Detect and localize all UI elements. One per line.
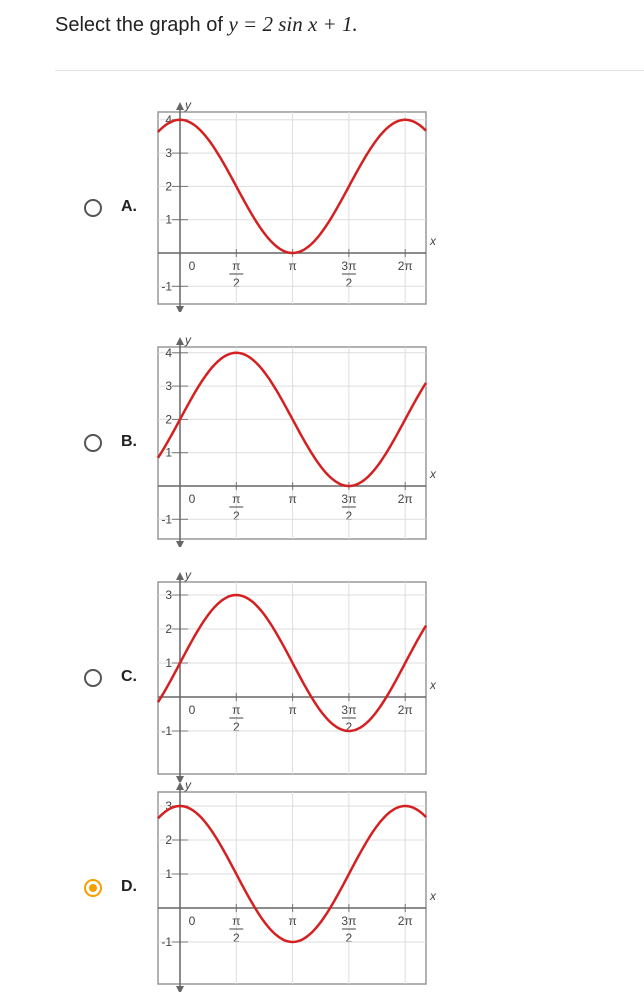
x-tick-label: 2π [398,492,413,506]
answer-option[interactable]: A. 0 π 2 π 3π 2 2π 4 3 2 1 -1 y x [0,102,644,312]
x-tick-label: 0 [189,703,196,717]
x-tick-label-num: 3π [341,259,356,273]
axis-label-x: x [429,234,437,248]
y-tick-label: -1 [161,724,172,738]
y-tick-label: 4 [165,346,172,360]
option-letter: D. [121,878,137,895]
y-tick-label: 2 [165,179,172,193]
curve [157,118,427,255]
x-tick-label: 0 [189,259,196,273]
option-letter: B. [121,433,137,450]
arrow [176,986,184,992]
axis-label-x: x [429,467,437,481]
plot-frame [157,581,427,775]
question: Select the graph of y = 2 sin x + 1. [55,12,358,37]
y-tick-label: -1 [161,279,172,293]
x-tick-label-num: π [232,703,240,717]
y-tick-label: 3 [165,146,172,160]
axis-label-y: y [184,782,192,792]
curve [157,804,427,944]
x-tick-label: π [288,259,296,273]
x-tick-label-den: 2 [233,931,240,945]
x-tick-label: π [288,492,296,506]
x-tick-label: 0 [189,914,196,928]
x-tick-label-den: 2 [346,931,353,945]
y-tick-label: -1 [161,935,172,949]
y-tick-label: 4 [165,113,172,127]
curve [156,593,428,733]
y-tick-label: 2 [165,622,172,636]
radio-button[interactable] [84,434,102,452]
equation: y = 2 sin x + 1. [228,12,358,36]
x-tick-label: π [288,703,296,717]
radio-button[interactable] [84,199,102,217]
arrow [176,782,184,790]
axis-label-x: x [429,889,437,903]
x-tick-label: 2π [398,259,413,273]
plot-frame [157,111,427,305]
x-tick-label-num: π [232,492,240,506]
x-tick-label: 0 [189,492,196,506]
x-tick-label-den: 2 [233,720,240,734]
answer-option[interactable]: C. 0 π 2 π 3π 2 2π 3 2 1 -1 y x [0,572,644,782]
arrow [176,776,184,782]
axis-label-y: y [184,337,192,347]
y-tick-label: 2 [165,412,172,426]
axis-label-x: x [429,678,437,692]
answer-option[interactable]: B. 0 π 2 π 3π 2 2π 4 3 2 1 -1 y x [0,337,644,547]
radio-button[interactable] [84,669,102,687]
x-tick-label-den: 2 [346,720,353,734]
arrow [176,102,184,110]
plot-frame [157,791,427,985]
x-tick-label-num: π [232,259,240,273]
x-tick-label-den: 2 [346,276,353,290]
x-tick-label-num: 3π [341,492,356,506]
y-tick-label: 2 [165,833,172,847]
y-tick-label: 1 [165,867,172,881]
axis-label-y: y [184,102,192,112]
x-tick-label-den: 2 [233,509,240,523]
x-tick-label-den: 2 [233,276,240,290]
answer-option[interactable]: D. 0 π 2 π 3π 2 2π 3 2 1 -1 y x [0,782,644,992]
x-tick-label: 2π [398,914,413,928]
x-tick-label-num: π [232,914,240,928]
divider [55,70,644,71]
y-tick-label: 1 [165,656,172,670]
x-tick-label: 2π [398,703,413,717]
curve [156,351,428,488]
arrow [176,337,184,345]
arrow [176,541,184,547]
option-letter: A. [121,198,137,215]
x-tick-label: π [288,914,296,928]
y-tick-label: 3 [165,588,172,602]
y-tick-label: 3 [165,379,172,393]
plot-frame [157,346,427,540]
arrow [176,572,184,580]
y-tick-label: 3 [165,799,172,813]
axis-label-y: y [184,572,192,582]
x-tick-label-den: 2 [346,509,353,523]
x-tick-label-num: 3π [341,914,356,928]
arrow [176,306,184,312]
y-tick-label: -1 [161,512,172,526]
prompt-text: Select the graph of [55,14,223,36]
y-tick-label: 1 [165,446,172,460]
y-tick-label: 1 [165,213,172,227]
x-tick-label-num: 3π [341,703,356,717]
option-letter: C. [121,668,137,685]
radio-button[interactable] [84,879,102,897]
